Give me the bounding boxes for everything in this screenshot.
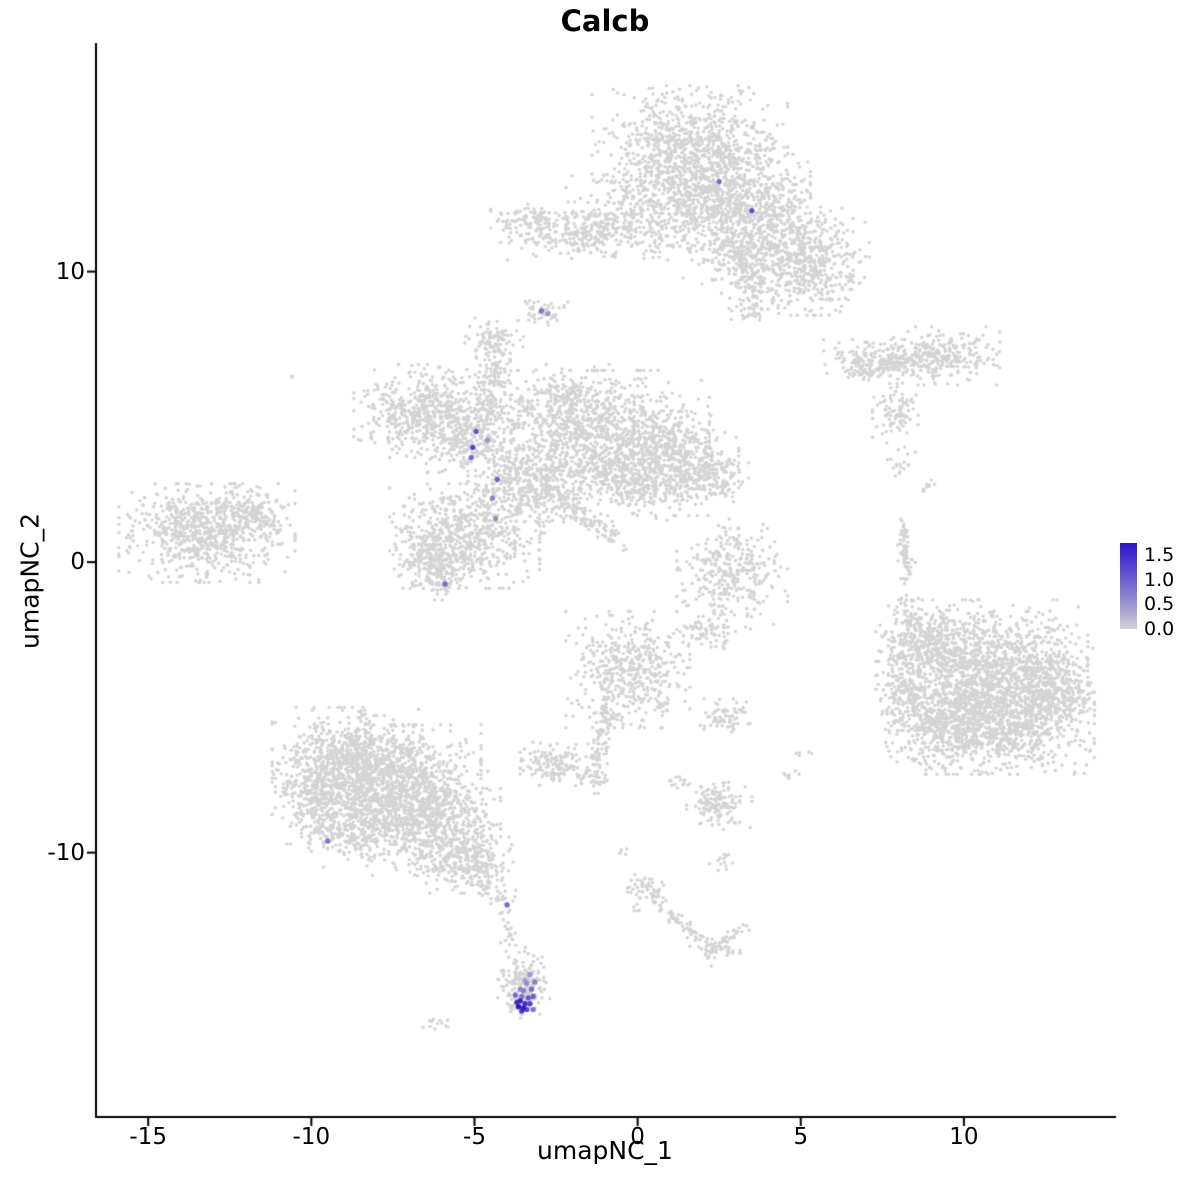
expression-colorbar-legend: 1.5 1.0 0.5 0.0	[1120, 543, 1196, 639]
colorbar-tick-label: 1.0	[1144, 568, 1175, 591]
y-tick-label: 0	[70, 549, 85, 576]
x-tick-label: 10	[949, 1124, 979, 1150]
colorbar-tick-label: 0.5	[1144, 593, 1175, 616]
x-tick-label: 0	[630, 1124, 645, 1150]
colorbar-gradient	[1120, 543, 1137, 629]
y-tick-label: 10	[55, 258, 85, 285]
colorbar-tick-label: 0.0	[1144, 618, 1175, 640]
x-tick-label: -15	[129, 1124, 167, 1150]
plot-title: Calcb	[560, 4, 650, 38]
x-axis-label: umapNC_1	[537, 1136, 673, 1165]
y-axis-label: umapNC_2	[15, 513, 45, 649]
colorbar-tick-label: 1.5	[1144, 544, 1175, 567]
x-tick-label: 5	[793, 1124, 809, 1150]
x-tick-label: -5	[463, 1124, 486, 1150]
x-tick-label: -10	[292, 1124, 331, 1150]
y-tick-label: -10	[47, 839, 85, 866]
